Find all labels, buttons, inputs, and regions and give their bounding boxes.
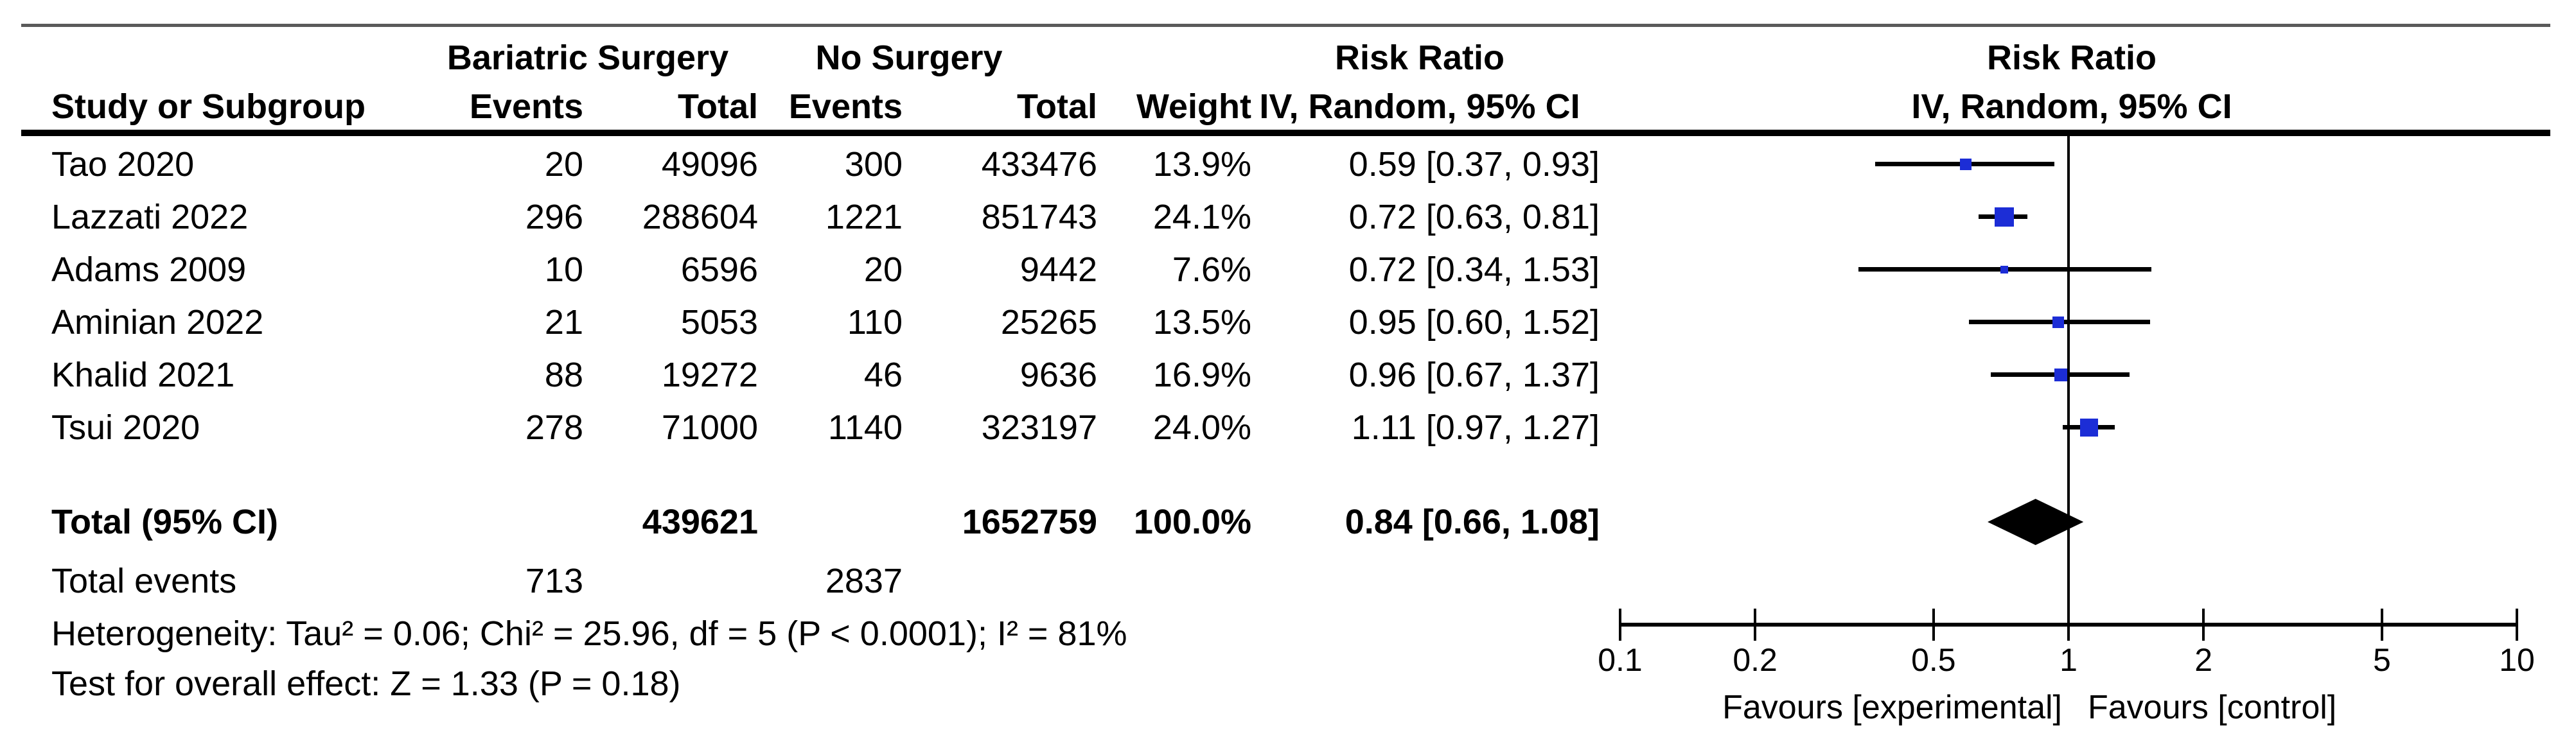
axis-tick bbox=[1754, 609, 1757, 641]
events2-cell: 1140 bbox=[827, 408, 903, 447]
total1-cell: 6596 bbox=[680, 250, 758, 289]
total-events-label: Total events bbox=[51, 562, 237, 600]
events2-cell: 46 bbox=[863, 356, 903, 394]
weight-cell: 13.9% bbox=[1152, 145, 1251, 184]
axis-tick-label: 0.5 bbox=[1911, 642, 1956, 678]
group2-header: No Surgery bbox=[815, 39, 1003, 77]
favours-left-label: Favours [experimental] bbox=[1722, 689, 2062, 726]
events2-col-header: Events bbox=[788, 87, 903, 126]
axis-tick-label: 2 bbox=[2194, 642, 2213, 678]
total1-cell: 19272 bbox=[661, 356, 758, 394]
plot-method-header: IV, Random, 95% CI bbox=[1911, 87, 2232, 126]
total1-cell: 288604 bbox=[642, 198, 758, 236]
total1-cell: 71000 bbox=[661, 408, 758, 447]
effect-marker bbox=[2052, 317, 2065, 328]
study-name: Lazzati 2022 bbox=[51, 198, 249, 236]
total2-col-header: Total bbox=[1017, 87, 1097, 126]
rr-ci-cell: 0.72 [0.63, 0.81] bbox=[1348, 198, 1600, 236]
total2-cell: 9442 bbox=[1019, 250, 1097, 289]
weight-cell: 13.5% bbox=[1152, 303, 1251, 342]
axis-tick bbox=[2516, 609, 2518, 641]
effect-marker bbox=[2079, 419, 2098, 437]
total1-cell: 5053 bbox=[680, 303, 758, 342]
effect-marker bbox=[2054, 369, 2067, 381]
study-col-header: Study or Subgroup bbox=[51, 87, 366, 126]
group1-header: Bariatric Surgery bbox=[446, 39, 729, 77]
total1-cell: 439621 bbox=[642, 503, 758, 541]
axis-tick-label: 5 bbox=[2372, 642, 2391, 678]
total-events-group2: 2837 bbox=[825, 562, 903, 600]
total2-cell: 1652759 bbox=[962, 503, 1097, 541]
weight-cell: 24.0% bbox=[1152, 408, 1251, 447]
rr-ci-cell: 0.72 [0.34, 1.53] bbox=[1348, 250, 1600, 289]
axis-tick-label: 10 bbox=[2499, 642, 2535, 678]
events1-cell: 21 bbox=[544, 303, 583, 342]
total1-cell: 49096 bbox=[661, 145, 758, 184]
heterogeneity-text: Heterogeneity: Tau² = 0.06; Chi² = 25.96… bbox=[51, 614, 1127, 653]
total2-cell: 433476 bbox=[981, 145, 1097, 184]
rr-ci-cell: 0.59 [0.37, 0.93] bbox=[1348, 145, 1600, 184]
axis-tick bbox=[2067, 609, 2070, 641]
total-row-label: Total (95% CI) bbox=[51, 503, 279, 541]
weight-cell: 24.1% bbox=[1152, 198, 1251, 236]
axis-tick bbox=[2202, 609, 2205, 641]
favours-right-label: Favours [control] bbox=[2088, 689, 2337, 726]
overall-effect-text: Test for overall effect: Z = 1.33 (P = 0… bbox=[51, 664, 681, 703]
study-name: Adams 2009 bbox=[51, 250, 247, 289]
total2-cell: 9636 bbox=[1019, 356, 1097, 394]
study-name: Tao 2020 bbox=[51, 145, 195, 184]
axis-tick bbox=[1619, 609, 1621, 641]
plot-risk-ratio-header: Risk Ratio bbox=[1986, 39, 2157, 77]
events2-cell: 20 bbox=[863, 250, 903, 289]
events1-col-header: Events bbox=[469, 87, 583, 126]
events1-cell: 296 bbox=[525, 198, 583, 236]
events1-cell: 88 bbox=[544, 356, 583, 394]
top-rule bbox=[21, 24, 2550, 27]
events1-cell: 278 bbox=[525, 408, 583, 447]
rr-ci-cell: 0.96 [0.67, 1.37] bbox=[1348, 356, 1600, 394]
effect-marker bbox=[2000, 266, 2009, 273]
total2-cell: 323197 bbox=[981, 408, 1097, 447]
axis-tick-label: 1 bbox=[2060, 642, 2078, 678]
events2-cell: 110 bbox=[847, 303, 903, 342]
study-name: Tsui 2020 bbox=[51, 408, 200, 447]
weight-cell: 16.9% bbox=[1152, 356, 1251, 394]
total2-cell: 851743 bbox=[981, 198, 1097, 236]
effect-marker bbox=[1960, 159, 1972, 170]
header-rule bbox=[21, 130, 2550, 136]
events2-cell: 1221 bbox=[825, 198, 903, 236]
method-col-header: IV, Random, 95% CI bbox=[1259, 87, 1580, 126]
events1-cell: 20 bbox=[544, 145, 583, 184]
events2-cell: 300 bbox=[844, 145, 903, 184]
risk-ratio-header: Risk Ratio bbox=[1334, 39, 1505, 77]
rr-ci-cell: 0.95 [0.60, 1.52] bbox=[1348, 303, 1600, 342]
weight-cell: 7.6% bbox=[1172, 250, 1251, 289]
axis-tick bbox=[1932, 609, 1935, 641]
total1-col-header: Total bbox=[678, 87, 758, 126]
weight-col-header: Weight bbox=[1136, 87, 1251, 126]
rr-ci-cell: 0.84 [0.66, 1.08] bbox=[1345, 503, 1600, 541]
total2-cell: 25265 bbox=[1000, 303, 1097, 342]
no-effect-line bbox=[2067, 135, 2070, 625]
study-name: Aminian 2022 bbox=[51, 303, 264, 342]
events1-cell: 10 bbox=[544, 250, 583, 289]
axis-tick bbox=[2380, 609, 2383, 641]
effect-marker bbox=[1995, 207, 2015, 227]
total-events-group1: 713 bbox=[525, 562, 583, 600]
axis-tick-label: 0.1 bbox=[1598, 642, 1643, 678]
study-name: Khalid 2021 bbox=[51, 356, 235, 394]
weight-cell: 100.0% bbox=[1133, 503, 1251, 541]
rr-ci-cell: 1.11 [0.97, 1.27] bbox=[1351, 408, 1600, 447]
axis-tick-label: 0.2 bbox=[1733, 642, 1778, 678]
